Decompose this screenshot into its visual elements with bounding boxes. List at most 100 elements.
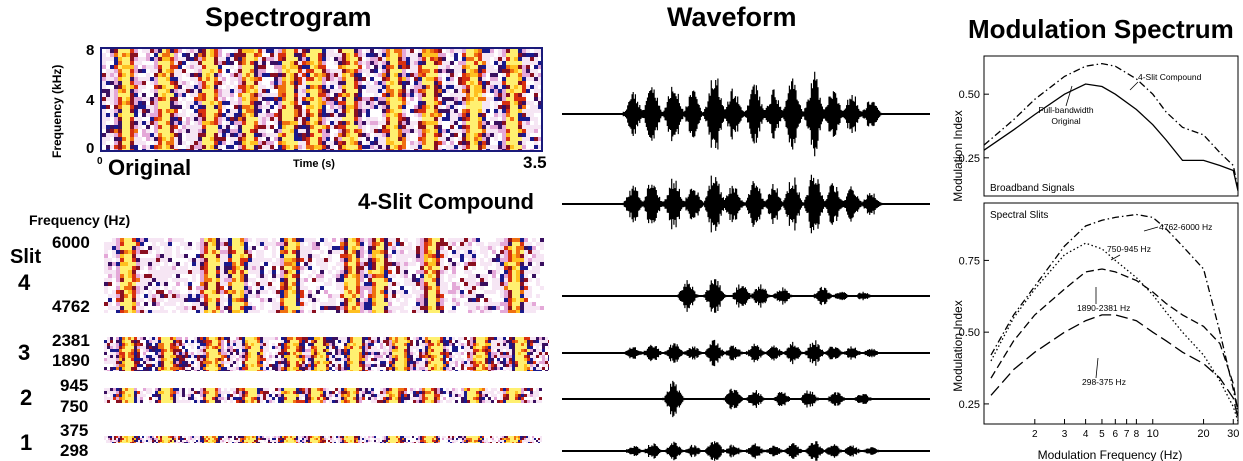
spectrogram-cell (226, 61, 231, 66)
spectrogram-cell (518, 141, 523, 146)
spectrogram-cell (194, 73, 199, 78)
spectrogram-cell (160, 302, 165, 307)
spectrogram-cell (238, 109, 243, 114)
spectrogram-cell (324, 278, 329, 283)
spectrogram-cell (318, 73, 323, 78)
spectrogram-cell (390, 109, 395, 114)
spectrogram-cell (386, 89, 391, 94)
spectrogram-cell (418, 89, 423, 94)
slit-4-number: 4 (18, 270, 31, 295)
spectrogram-cell (294, 73, 299, 78)
spectrogram-cell (236, 266, 241, 271)
spectrogram-cell (438, 89, 443, 94)
spectrogram-cell (210, 89, 215, 94)
spectrogram-cell (442, 65, 447, 70)
spectrogram-cell (360, 282, 365, 287)
spectrogram-cell (310, 53, 315, 58)
spectrogram-cell (378, 77, 383, 82)
spectrogram-cell (536, 306, 541, 311)
spectrogram-cell (460, 298, 465, 303)
spectrogram-cell (462, 81, 467, 86)
compound-label: 4-Slit Compound (358, 189, 534, 214)
spectrogram-cell (148, 266, 153, 271)
spectrogram-cell (136, 262, 141, 267)
spectrogram-cell (342, 117, 347, 122)
spectrogram-cell (114, 129, 119, 134)
spectrogram-cell (256, 242, 261, 247)
spectrogram-cell (518, 125, 523, 130)
spectrogram-cell (336, 250, 341, 255)
spectrogram-cell (410, 65, 415, 70)
spectrogram-cell (408, 286, 413, 291)
spectrogram-cell (530, 57, 535, 62)
spectrogram-cell (224, 242, 229, 247)
spectrogram-cell (282, 73, 287, 78)
spectrogram-cell (154, 117, 159, 122)
spectrogram-cell (412, 250, 417, 255)
spectrogram-cell (266, 97, 271, 102)
spectrogram-cell (492, 262, 497, 267)
spectrogram-cell (210, 145, 215, 150)
spectrogram-cell (106, 121, 111, 126)
spectrogram-cell (110, 129, 115, 134)
spectrogram-cell (456, 246, 461, 251)
spectrogram-cell (244, 274, 249, 279)
spectrogram-cell (534, 137, 539, 142)
spectrogram-cell (200, 286, 205, 291)
spectrogram-cell (362, 61, 367, 66)
spectrogram-cell (286, 49, 291, 54)
spectrogram-cell (442, 85, 447, 90)
spectrogram-cell (110, 85, 115, 90)
spectrogram-cell (444, 306, 449, 311)
spectrogram-cell (520, 306, 525, 311)
spectrogram-cell (470, 81, 475, 86)
spectrogram-cell (132, 270, 137, 275)
spectrogram-cell (440, 238, 445, 243)
spectrogram-cell (526, 93, 531, 98)
spectrogram-cell (356, 298, 361, 303)
spectrogram-cell (458, 121, 463, 126)
spectrogram-cell (270, 133, 275, 138)
spectrogram-cell (424, 294, 429, 299)
spectrogram-cell (362, 137, 367, 142)
spectrogram-cell (498, 57, 503, 62)
spectrogram-cell (524, 290, 529, 295)
spectrogram-cell (274, 57, 279, 62)
spectrogram-cell (328, 266, 333, 271)
spectrogram-cell (368, 302, 373, 307)
spectrogram-cell (524, 310, 529, 313)
spectrogram-cell (244, 286, 249, 291)
spectrogram-cell (134, 97, 139, 102)
spectrogram-cell (416, 306, 421, 311)
spectrogram-cell (110, 113, 115, 118)
spectrogram-cell (238, 73, 243, 78)
spectrogram-cell (414, 57, 419, 62)
spectrogram-cell (428, 250, 433, 255)
spectrogram-cell (134, 93, 139, 98)
spectrogram-cell (238, 53, 243, 58)
spectrogram-cell (182, 49, 187, 54)
spectrogram-cell (240, 274, 245, 279)
spectrogram-cell (416, 250, 421, 255)
spectrogram-cell (464, 302, 469, 307)
spectrogram-cell (280, 250, 285, 255)
spectrogram-cell (514, 77, 519, 82)
spectrogram-cell (476, 242, 481, 247)
spectrogram-cell (104, 282, 109, 287)
spectrogram-cell (248, 298, 253, 303)
spectrogram-cell (382, 53, 387, 58)
spectrogram-cell (178, 149, 183, 150)
spectrogram-cell (190, 53, 195, 58)
spectrogram-cell (442, 53, 447, 58)
spectrogram-cell (262, 105, 267, 110)
spectrogram-cell (174, 93, 179, 98)
spectrogram-cell (464, 278, 469, 283)
spectrogram-cell (330, 149, 335, 150)
spectrogram-cell (318, 113, 323, 118)
spectrogram-cell (276, 254, 281, 259)
spectrogram-cell (166, 121, 171, 126)
spectrogram-cell (124, 242, 129, 247)
spectrogram-cell (538, 97, 541, 102)
spectrogram-cell (474, 137, 479, 142)
spectrogram-cell (226, 117, 231, 122)
